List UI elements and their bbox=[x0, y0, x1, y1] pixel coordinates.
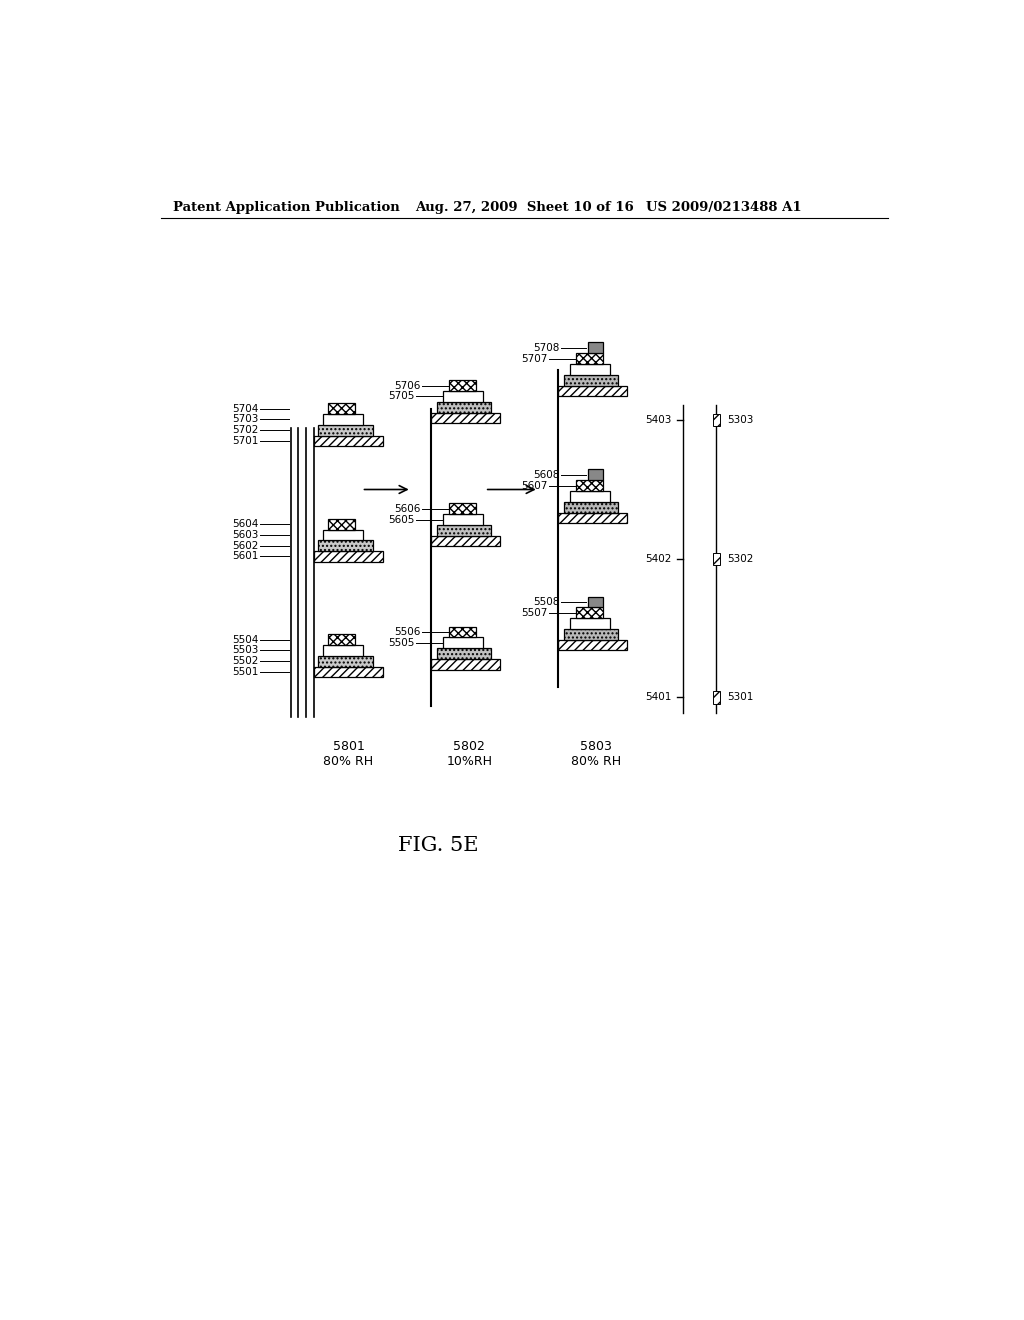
Text: 5503: 5503 bbox=[232, 645, 258, 656]
Bar bbox=[431, 536, 500, 546]
Text: 5803: 5803 bbox=[581, 739, 612, 752]
Text: 5608: 5608 bbox=[534, 470, 559, 480]
Text: FIG. 5E: FIG. 5E bbox=[398, 836, 479, 855]
Bar bbox=[570, 491, 610, 502]
Bar bbox=[317, 540, 373, 552]
Text: Aug. 27, 2009  Sheet 10 of 16: Aug. 27, 2009 Sheet 10 of 16 bbox=[416, 201, 634, 214]
Text: 5802: 5802 bbox=[454, 739, 485, 752]
Text: 5704: 5704 bbox=[232, 404, 258, 413]
Bar bbox=[450, 503, 476, 515]
Bar bbox=[328, 635, 354, 645]
Text: 5506: 5506 bbox=[394, 627, 421, 638]
Bar bbox=[313, 552, 383, 562]
Bar bbox=[437, 401, 490, 412]
Bar bbox=[328, 519, 354, 529]
Text: 5705: 5705 bbox=[388, 391, 415, 401]
Bar bbox=[323, 529, 364, 540]
Bar bbox=[443, 391, 483, 401]
Text: 5504: 5504 bbox=[232, 635, 258, 644]
Bar bbox=[431, 659, 500, 669]
Text: 5602: 5602 bbox=[232, 541, 258, 550]
Bar bbox=[437, 648, 490, 659]
Text: 5403: 5403 bbox=[645, 416, 672, 425]
Bar bbox=[450, 380, 476, 391]
Bar bbox=[564, 628, 617, 640]
Text: 80% RH: 80% RH bbox=[324, 755, 374, 768]
Bar bbox=[317, 656, 373, 667]
Text: 5606: 5606 bbox=[394, 504, 421, 513]
Bar bbox=[564, 502, 617, 512]
Bar bbox=[437, 525, 490, 536]
Bar bbox=[313, 667, 383, 677]
Bar bbox=[570, 618, 610, 628]
Text: 5402: 5402 bbox=[645, 554, 672, 564]
Text: 5607: 5607 bbox=[521, 480, 548, 491]
Text: 80% RH: 80% RH bbox=[571, 755, 622, 768]
Bar bbox=[313, 436, 383, 446]
Bar bbox=[588, 470, 603, 480]
Text: 5702: 5702 bbox=[232, 425, 258, 436]
Bar bbox=[713, 692, 720, 704]
Text: 5801: 5801 bbox=[333, 739, 365, 752]
Bar bbox=[713, 414, 720, 426]
Text: 5604: 5604 bbox=[232, 519, 258, 529]
Text: 5603: 5603 bbox=[232, 529, 258, 540]
Bar bbox=[577, 480, 603, 491]
Text: Patent Application Publication: Patent Application Publication bbox=[173, 201, 399, 214]
Bar bbox=[443, 638, 483, 648]
Text: 5507: 5507 bbox=[521, 607, 548, 618]
Text: 5708: 5708 bbox=[534, 343, 559, 352]
Text: 5302: 5302 bbox=[727, 554, 754, 564]
Text: 5301: 5301 bbox=[727, 693, 754, 702]
Text: 5502: 5502 bbox=[232, 656, 258, 667]
Bar bbox=[577, 607, 603, 618]
Bar bbox=[328, 404, 354, 414]
Text: 5303: 5303 bbox=[727, 416, 754, 425]
Text: US 2009/0213488 A1: US 2009/0213488 A1 bbox=[646, 201, 802, 214]
Bar bbox=[564, 375, 617, 385]
Bar bbox=[588, 342, 603, 354]
Bar bbox=[443, 515, 483, 525]
Bar bbox=[570, 364, 610, 375]
Bar bbox=[577, 354, 603, 364]
Bar bbox=[558, 512, 628, 524]
Bar bbox=[317, 425, 373, 436]
Bar bbox=[323, 645, 364, 656]
Text: 10%RH: 10%RH bbox=[446, 755, 493, 768]
Text: 5701: 5701 bbox=[232, 436, 258, 446]
Text: 5401: 5401 bbox=[645, 693, 672, 702]
Text: 5703: 5703 bbox=[232, 414, 258, 425]
Text: 5601: 5601 bbox=[232, 552, 258, 561]
Bar bbox=[431, 413, 500, 424]
Text: 5505: 5505 bbox=[388, 638, 415, 648]
Text: 5706: 5706 bbox=[394, 380, 421, 391]
Bar bbox=[558, 385, 628, 396]
Bar bbox=[450, 627, 476, 638]
Bar bbox=[588, 597, 603, 607]
Text: 5501: 5501 bbox=[232, 667, 258, 677]
Text: 5605: 5605 bbox=[388, 515, 415, 524]
Text: 5707: 5707 bbox=[521, 354, 548, 363]
Text: 5508: 5508 bbox=[534, 597, 559, 607]
Bar bbox=[323, 414, 364, 425]
Bar bbox=[713, 553, 720, 565]
Bar bbox=[558, 640, 628, 651]
